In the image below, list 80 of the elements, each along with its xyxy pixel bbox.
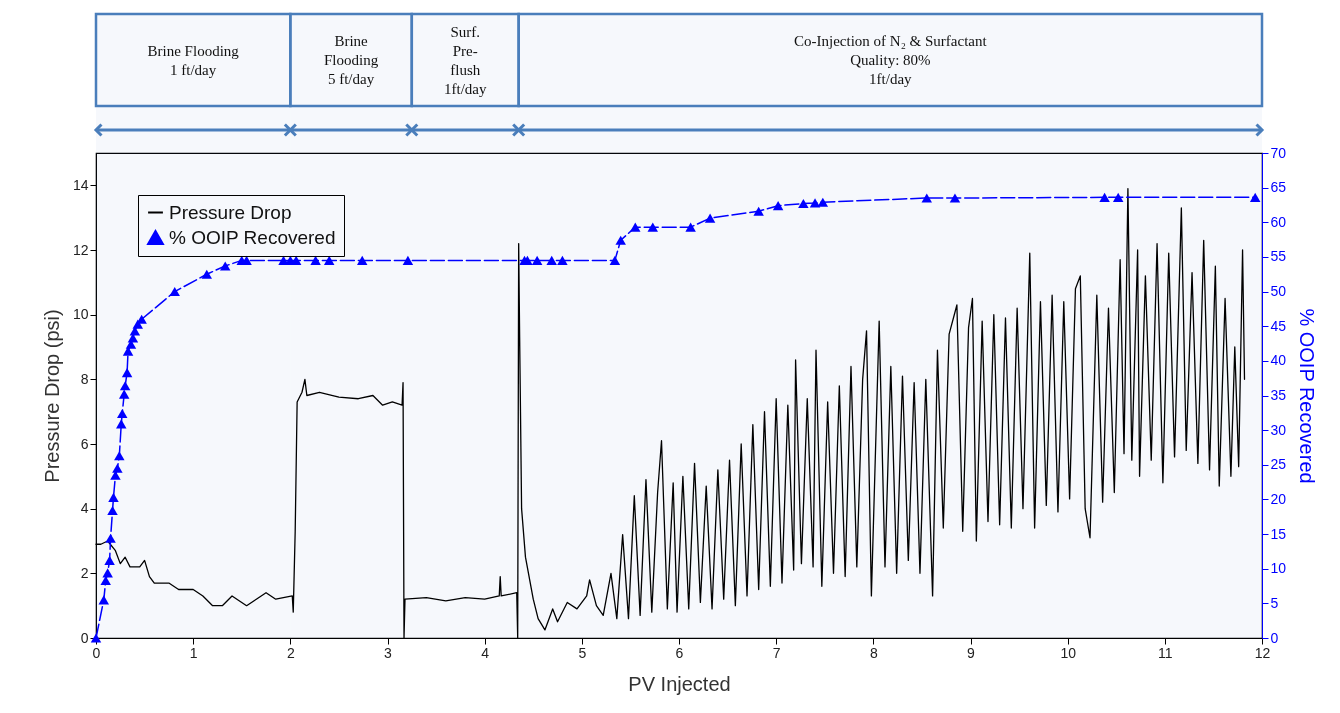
point (201, 269, 213, 279)
y2-tick-label: 0 (1270, 629, 1279, 646)
y2-tick-label: 70 (1270, 144, 1287, 161)
x-tick-label: 2 (286, 644, 295, 661)
point (1112, 192, 1124, 202)
y2-tick-label: 45 (1270, 317, 1287, 334)
y-tick-label: 10 (72, 306, 89, 323)
y-tick-label: 8 (80, 370, 89, 387)
y2-tick-label: 60 (1270, 213, 1287, 230)
x-axis-title: PV Injected (628, 672, 731, 695)
y2-tick-label: 5 (1270, 594, 1279, 611)
point (557, 255, 568, 265)
point (121, 368, 133, 378)
point (546, 255, 557, 265)
point (119, 381, 131, 391)
point (798, 199, 809, 209)
point (630, 222, 641, 232)
point (647, 222, 659, 232)
band-label: Co-Injection of N₂ & Surfactant Quality: 80% 1ft/day (793, 33, 988, 87)
point (107, 505, 118, 516)
x-tick-label: 8 (869, 644, 878, 661)
x-tick-label: 12 (1254, 644, 1271, 661)
point (356, 255, 368, 265)
legend-label: % OOIP Recovered (169, 226, 336, 248)
point (104, 555, 115, 565)
legend-label: Pressure Drop (169, 201, 292, 223)
x-tick-label: 9 (967, 644, 976, 661)
point (772, 201, 784, 211)
y-axis-title: Pressure Drop (psi) (40, 309, 63, 483)
y2-axis-title: % OOIP Recovered (1296, 308, 1319, 484)
point (105, 533, 116, 543)
point (169, 287, 180, 297)
y2-tick-label: 30 (1270, 421, 1287, 438)
point (116, 408, 128, 419)
x-tick-label: 1 (189, 644, 198, 661)
y2-tick-label: 55 (1270, 248, 1287, 265)
point (108, 492, 119, 502)
x-tick-label: 0 (92, 644, 101, 661)
y-tick-label: 12 (72, 241, 89, 258)
point (949, 193, 961, 203)
point (1249, 192, 1261, 202)
x-tick-label: 7 (772, 644, 781, 661)
band-label: Brine Flooding 5 ft/day (323, 33, 379, 87)
point (531, 255, 543, 265)
y2-tick-label: 15 (1270, 525, 1287, 542)
x-tick-label: 11 (1158, 644, 1173, 661)
point (609, 255, 621, 265)
point (704, 213, 716, 223)
band-label: Surf. Pre- flush 1ft/day (443, 23, 487, 97)
y2-tick-label: 35 (1270, 387, 1287, 403)
band-label: Brine Flooding 1 ft/day (147, 42, 240, 78)
x-tick-label: 3 (384, 644, 393, 661)
point (615, 235, 626, 245)
y2-tick-label: 50 (1270, 283, 1287, 300)
x-tick-label: 5 (578, 644, 587, 661)
point (310, 255, 321, 265)
y2-tick-label: 65 (1270, 179, 1287, 196)
y2-tick-label: 10 (1270, 560, 1287, 577)
y2-tick-label: 20 (1270, 490, 1287, 507)
point (102, 568, 113, 578)
y-tick-label: 4 (80, 500, 89, 517)
y2-tick-label: 40 (1270, 352, 1287, 369)
point (753, 206, 764, 216)
point (323, 255, 335, 265)
y-tick-label: 0 (80, 629, 89, 646)
y-tick-label: 2 (80, 564, 89, 581)
point (402, 255, 414, 265)
y-tick-label: 6 (80, 435, 89, 452)
point (118, 389, 130, 399)
point (114, 451, 125, 461)
point (921, 193, 933, 203)
y-tick-label: 14 (72, 176, 89, 193)
y2-tick-label: 25 (1270, 456, 1287, 473)
point (112, 463, 123, 473)
x-tick-label: 4 (481, 644, 490, 661)
x-tick-label: 6 (675, 644, 684, 661)
x-tick-label: 10 (1060, 644, 1077, 661)
point (685, 222, 696, 232)
point (1099, 192, 1110, 202)
point (817, 197, 829, 207)
